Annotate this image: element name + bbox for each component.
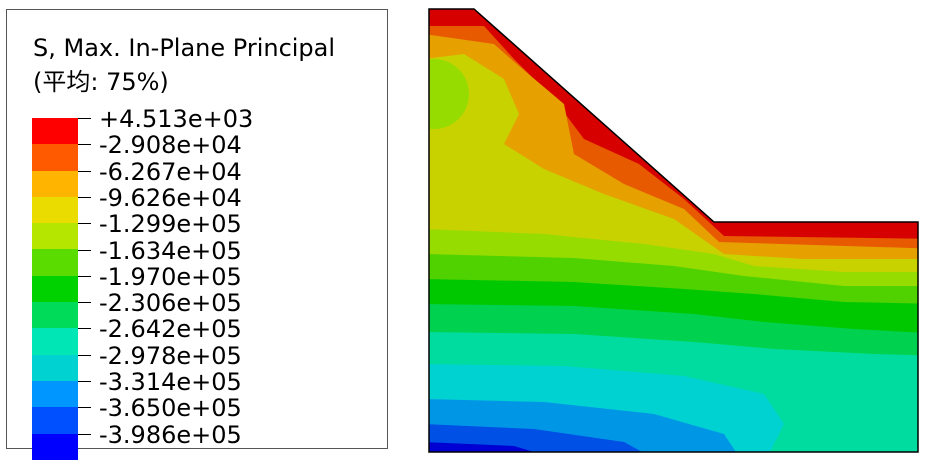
legend-label: -1.970e+05 — [99, 262, 242, 291]
legend-label: -3.314e+05 — [99, 368, 242, 396]
legend-swatch — [32, 249, 78, 276]
legend-tick — [78, 275, 91, 277]
legend-tick — [78, 381, 91, 382]
stress-region — [429, 59, 469, 129]
legend-label: -9.626e+04 — [99, 183, 242, 212]
legend-color-bar — [32, 118, 78, 460]
legend-swatch — [32, 354, 78, 381]
stress-band — [429, 424, 664, 452]
legend-label: -2.978e+05 — [99, 341, 242, 370]
legend-label: -2.642e+05 — [99, 315, 242, 344]
legend-label: -2.306e+05 — [99, 289, 242, 318]
legend-label: -1.299e+05 — [99, 210, 242, 239]
legend-tick — [78, 118, 91, 119]
legend-swatch — [32, 433, 78, 460]
legend-tick — [78, 328, 91, 330]
legend-swatch — [32, 223, 78, 250]
legend-swatch — [32, 144, 78, 171]
legend: S, Max. In-Plane Principal (平均: 75%) +4.… — [6, 9, 388, 460]
legend-label: -3.986e+05 — [99, 420, 242, 449]
legend-tick — [78, 407, 91, 409]
legend-tick — [78, 354, 91, 356]
legend-averaging: (平均: 75%) — [33, 68, 169, 96]
legend-label: -2.908e+04 — [99, 131, 242, 160]
legend-swatch — [32, 275, 78, 303]
legend-label: -1.634e+05 — [99, 236, 242, 265]
legend-title: S, Max. In-Plane Principal — [33, 34, 336, 62]
legend-label: +4.513e+03 — [99, 105, 254, 133]
stress-contour-plot — [428, 8, 919, 453]
legend-label: -6.267e+04 — [99, 157, 242, 186]
legend-swatch — [32, 328, 78, 355]
legend-swatch — [32, 170, 78, 197]
legend-tick — [78, 223, 91, 225]
legend-tick — [78, 170, 91, 172]
legend-swatch — [32, 407, 78, 434]
stress-band — [429, 442, 574, 452]
legend-label: -3.650e+05 — [99, 394, 242, 423]
legend-tick — [78, 433, 91, 435]
legend-swatch — [32, 380, 78, 408]
legend-tick — [78, 196, 91, 198]
legend-swatch — [32, 302, 78, 329]
legend-swatch — [32, 196, 78, 224]
legend-tick — [78, 144, 91, 146]
legend-tick — [78, 302, 91, 304]
slope-outline — [428, 8, 919, 453]
legend-swatch — [32, 118, 78, 145]
legend-tick — [78, 249, 91, 251]
